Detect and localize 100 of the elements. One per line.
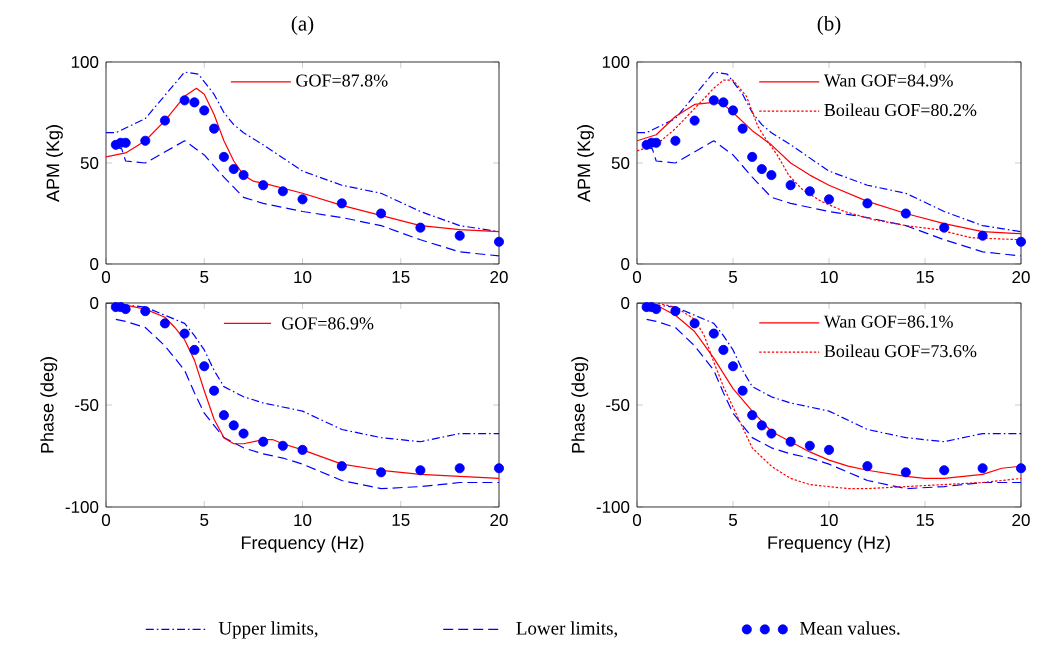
x-tick-label: 15 (916, 271, 934, 283)
point (218, 151, 229, 162)
point (159, 115, 170, 126)
x-tick-label: 5 (728, 271, 738, 283)
point (1016, 463, 1027, 474)
point (179, 328, 190, 339)
point (824, 194, 835, 205)
point (689, 318, 700, 329)
point (939, 222, 950, 233)
y-tick-label: -50 (75, 399, 99, 412)
x-tick-label: 5 (200, 514, 209, 526)
point (209, 385, 220, 396)
point (756, 164, 767, 175)
y-axis-title: Phase (deg) (40, 357, 58, 453)
legend-label: Wan GOF=86.1% (823, 315, 953, 328)
point (766, 428, 777, 439)
point (297, 444, 308, 455)
point (747, 410, 758, 421)
point (785, 436, 796, 447)
point (804, 440, 815, 451)
point (189, 344, 200, 355)
point (718, 344, 729, 355)
point (766, 170, 777, 181)
x-tick-label: 15 (392, 514, 410, 526)
x-tick-label: 15 (916, 514, 934, 526)
point (258, 436, 269, 447)
point (238, 170, 249, 181)
point (494, 463, 505, 474)
legend-label: GOF=87.8% (296, 74, 388, 87)
line-series (106, 303, 500, 480)
point (900, 208, 911, 219)
x-tick-label: 15 (392, 271, 410, 283)
y-tick-label: 100 (71, 55, 99, 68)
point (804, 186, 815, 197)
legend-label: Boileau GOF=73.6% (824, 344, 977, 358)
point (1016, 236, 1027, 247)
point (297, 194, 308, 205)
x-tick-label: 20 (1012, 271, 1030, 284)
point (277, 186, 288, 197)
point (708, 95, 719, 106)
point (708, 328, 719, 339)
point (218, 410, 229, 421)
legend-label: Boileau GOF=80.2% (824, 103, 977, 117)
point (977, 463, 988, 474)
x-axis-title: Frequency (Hz) (241, 535, 364, 553)
point (336, 461, 347, 472)
x-tick-label: 10 (820, 271, 838, 284)
point (454, 463, 465, 474)
point (670, 306, 681, 317)
x-tick-label: 5 (200, 271, 209, 283)
line-series (115, 318, 500, 490)
x-tick-label: 10 (820, 514, 838, 527)
point (199, 361, 210, 372)
y-tick-label: 0 (621, 296, 630, 310)
legend-label: Wan GOF=84.9% (823, 74, 953, 87)
x-tick-label: 20 (490, 271, 508, 284)
point (747, 151, 758, 162)
point (415, 222, 426, 233)
point (977, 230, 988, 241)
x-tick-label: 0 (101, 514, 111, 527)
y-tick-label: -50 (606, 398, 630, 412)
point (785, 180, 796, 191)
x-tick-label: 0 (632, 271, 642, 284)
legend-label: Lower limits, (516, 621, 618, 638)
point (824, 444, 835, 455)
point (140, 306, 151, 317)
point (737, 385, 748, 396)
point (718, 97, 729, 108)
point (120, 304, 131, 315)
y-tick-label: 0 (90, 296, 99, 310)
point (209, 123, 220, 134)
point (179, 95, 190, 106)
point (862, 461, 873, 472)
x-axis-title: Frequency (Hz) (768, 535, 890, 553)
point (862, 198, 873, 209)
point (670, 135, 681, 146)
y-tick-label: 0 (621, 257, 630, 270)
x-tick-label: 0 (632, 514, 642, 527)
point (737, 123, 748, 134)
point (258, 180, 269, 191)
x-tick-label: 10 (294, 271, 312, 284)
point (376, 467, 387, 478)
x-tick-label: 20 (490, 514, 508, 527)
y-tick-label: 50 (611, 156, 630, 169)
point (494, 236, 505, 247)
point (454, 230, 465, 241)
y-axis-title: APM (Kg) (46, 125, 63, 202)
point (939, 465, 950, 476)
point (689, 115, 700, 126)
y-tick-label: 100 (602, 55, 630, 68)
point (159, 318, 170, 329)
point (728, 361, 739, 372)
point (756, 420, 767, 431)
x-tick-label: 0 (101, 271, 111, 284)
y-tick-label: 50 (80, 156, 99, 169)
point (228, 420, 239, 431)
y-axis-title: Phase (deg) (571, 357, 589, 453)
point (728, 105, 739, 116)
point (277, 440, 288, 451)
point (651, 304, 662, 315)
